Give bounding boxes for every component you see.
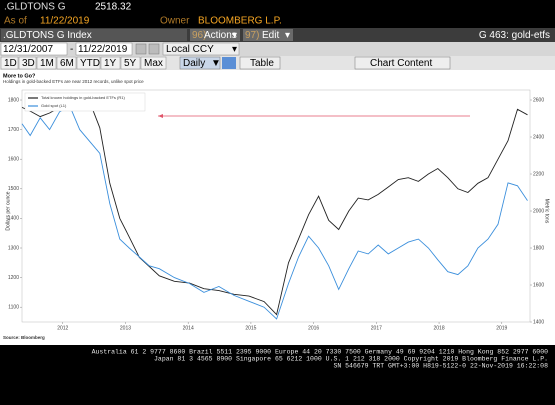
series-line (21, 105, 528, 320)
start-date-field[interactable] (0, 42, 68, 56)
period-button[interactable] (140, 56, 167, 70)
y-tick-label: 1700 (8, 127, 19, 133)
period-label: 6M (60, 58, 74, 69)
y2-tick-label: 2600 (533, 97, 544, 103)
frequency: Daily (183, 58, 205, 69)
x-tick-label: 2017 (371, 325, 382, 331)
owner: BLOOMBERG L.P. (198, 16, 282, 27)
owner-label: Owner (160, 16, 190, 27)
actions-num: 96) (192, 30, 206, 41)
chart-content: Chart Content (370, 58, 432, 69)
date-dash: - (70, 44, 73, 55)
x-tick-label: 2015 (245, 325, 256, 331)
edit-button[interactable] (243, 29, 293, 41)
currency-caret: ▾ (232, 44, 237, 55)
calendar-icon[interactable] (135, 43, 147, 55)
y-tick-label: 1200 (8, 275, 19, 281)
period-button[interactable] (120, 56, 141, 70)
period-label: Max (144, 58, 163, 69)
actions-button[interactable] (190, 29, 240, 41)
table-button[interactable] (239, 56, 281, 70)
y-tick-label: 1100 (8, 305, 19, 311)
price: 2518.32 (95, 2, 132, 13)
footer-bg (0, 345, 555, 400)
chart-area (0, 70, 555, 345)
security-field[interactable] (1, 29, 187, 41)
currency: Local CCY (166, 44, 214, 55)
y2-tick-label: 2000 (533, 208, 544, 214)
x-tick-label: 2014 (183, 325, 194, 331)
y-tick-label: 1500 (8, 186, 19, 192)
chart-title: More to Go? (3, 73, 36, 79)
x-tick-label: 2016 (308, 325, 319, 331)
series-line (21, 101, 528, 316)
settings-icon[interactable] (148, 43, 160, 55)
y-axis-label: Dollars per ounce (5, 191, 11, 230)
y2-tick-label: 1600 (533, 282, 544, 288)
view-toggle[interactable] (222, 57, 236, 69)
footer-line: Australia 61 2 9777 8600 Brazil 5511 239… (92, 349, 548, 356)
period-label: 5Y (124, 58, 137, 69)
period-button[interactable] (18, 56, 37, 70)
plot-frame (21, 89, 531, 323)
legend-label: Gold spot (L1) (41, 103, 67, 108)
edit-num: 97) (245, 30, 259, 41)
period-label: YTD (80, 58, 100, 69)
header-bg (0, 0, 555, 28)
y2-tick-label: 2200 (533, 171, 544, 177)
y2-tick-label: 1800 (533, 245, 544, 251)
period-button[interactable] (76, 56, 101, 70)
period-button[interactable] (56, 56, 77, 70)
x-tick-label: 2012 (57, 325, 68, 331)
frequency-button[interactable] (179, 56, 221, 70)
y-tick-label: 1300 (8, 245, 19, 251)
page-code: G 463: gold-etfs (479, 30, 550, 41)
period-label: 1Y (104, 58, 117, 69)
frequency-caret: ▼ (211, 58, 221, 69)
footer-line: SN 546679 TRT GMT+3:00 H819-5122-0 22-No… (333, 363, 548, 370)
y-tick-label: 1800 (8, 97, 19, 103)
table: Table (250, 58, 274, 69)
period-button[interactable] (100, 56, 121, 70)
y2-axis-label: Metric tons (544, 199, 550, 224)
y-tick-label: 1600 (8, 157, 19, 163)
arrow-head (158, 114, 163, 118)
edit-caret: ▾ (285, 30, 290, 41)
ticker: .GLDTONS G (4, 2, 66, 13)
security: .GLDTONS G Index (3, 30, 92, 41)
actions: Actions (204, 30, 237, 41)
period-buttons: 1D 3D 1M 6M YTD 1Y 5Y Max (0, 56, 167, 70)
as-of-label: As of (4, 16, 27, 27)
y-tick-label: 1400 (8, 216, 19, 222)
period-label: 1D (4, 58, 17, 69)
edit: Edit (262, 30, 279, 41)
footer-line: Japan 81 3 4565 8900 Singapore 65 6212 1… (154, 356, 548, 363)
period-label: 3D (22, 58, 35, 69)
as-of-date: 11/22/2019 (40, 16, 90, 27)
legend-box (24, 92, 146, 112)
end-date: 11/22/2019 (78, 44, 128, 55)
end-date-field[interactable] (75, 42, 133, 56)
x-tick-label: 2013 (120, 325, 131, 331)
period-button[interactable] (36, 56, 57, 70)
start-date: 12/31/2007 (3, 44, 53, 55)
y2-tick-label: 1400 (533, 319, 544, 325)
period-label: 1M (40, 58, 54, 69)
actions-caret: ▾ (232, 30, 237, 41)
x-tick-label: 2018 (433, 325, 444, 331)
chart-subtitle: Holdings in gold-backed ETFs are near 20… (3, 79, 144, 84)
chart-source: Source: Bloomberg (3, 335, 45, 340)
y2-tick-label: 2400 (533, 134, 544, 140)
chart-content-button[interactable] (354, 56, 451, 70)
x-tick-label: 2019 (496, 325, 507, 331)
legend-label: Total known holdings in gold-backed ETFs… (41, 95, 125, 100)
period-button[interactable] (0, 56, 19, 70)
currency-field[interactable] (162, 42, 240, 56)
